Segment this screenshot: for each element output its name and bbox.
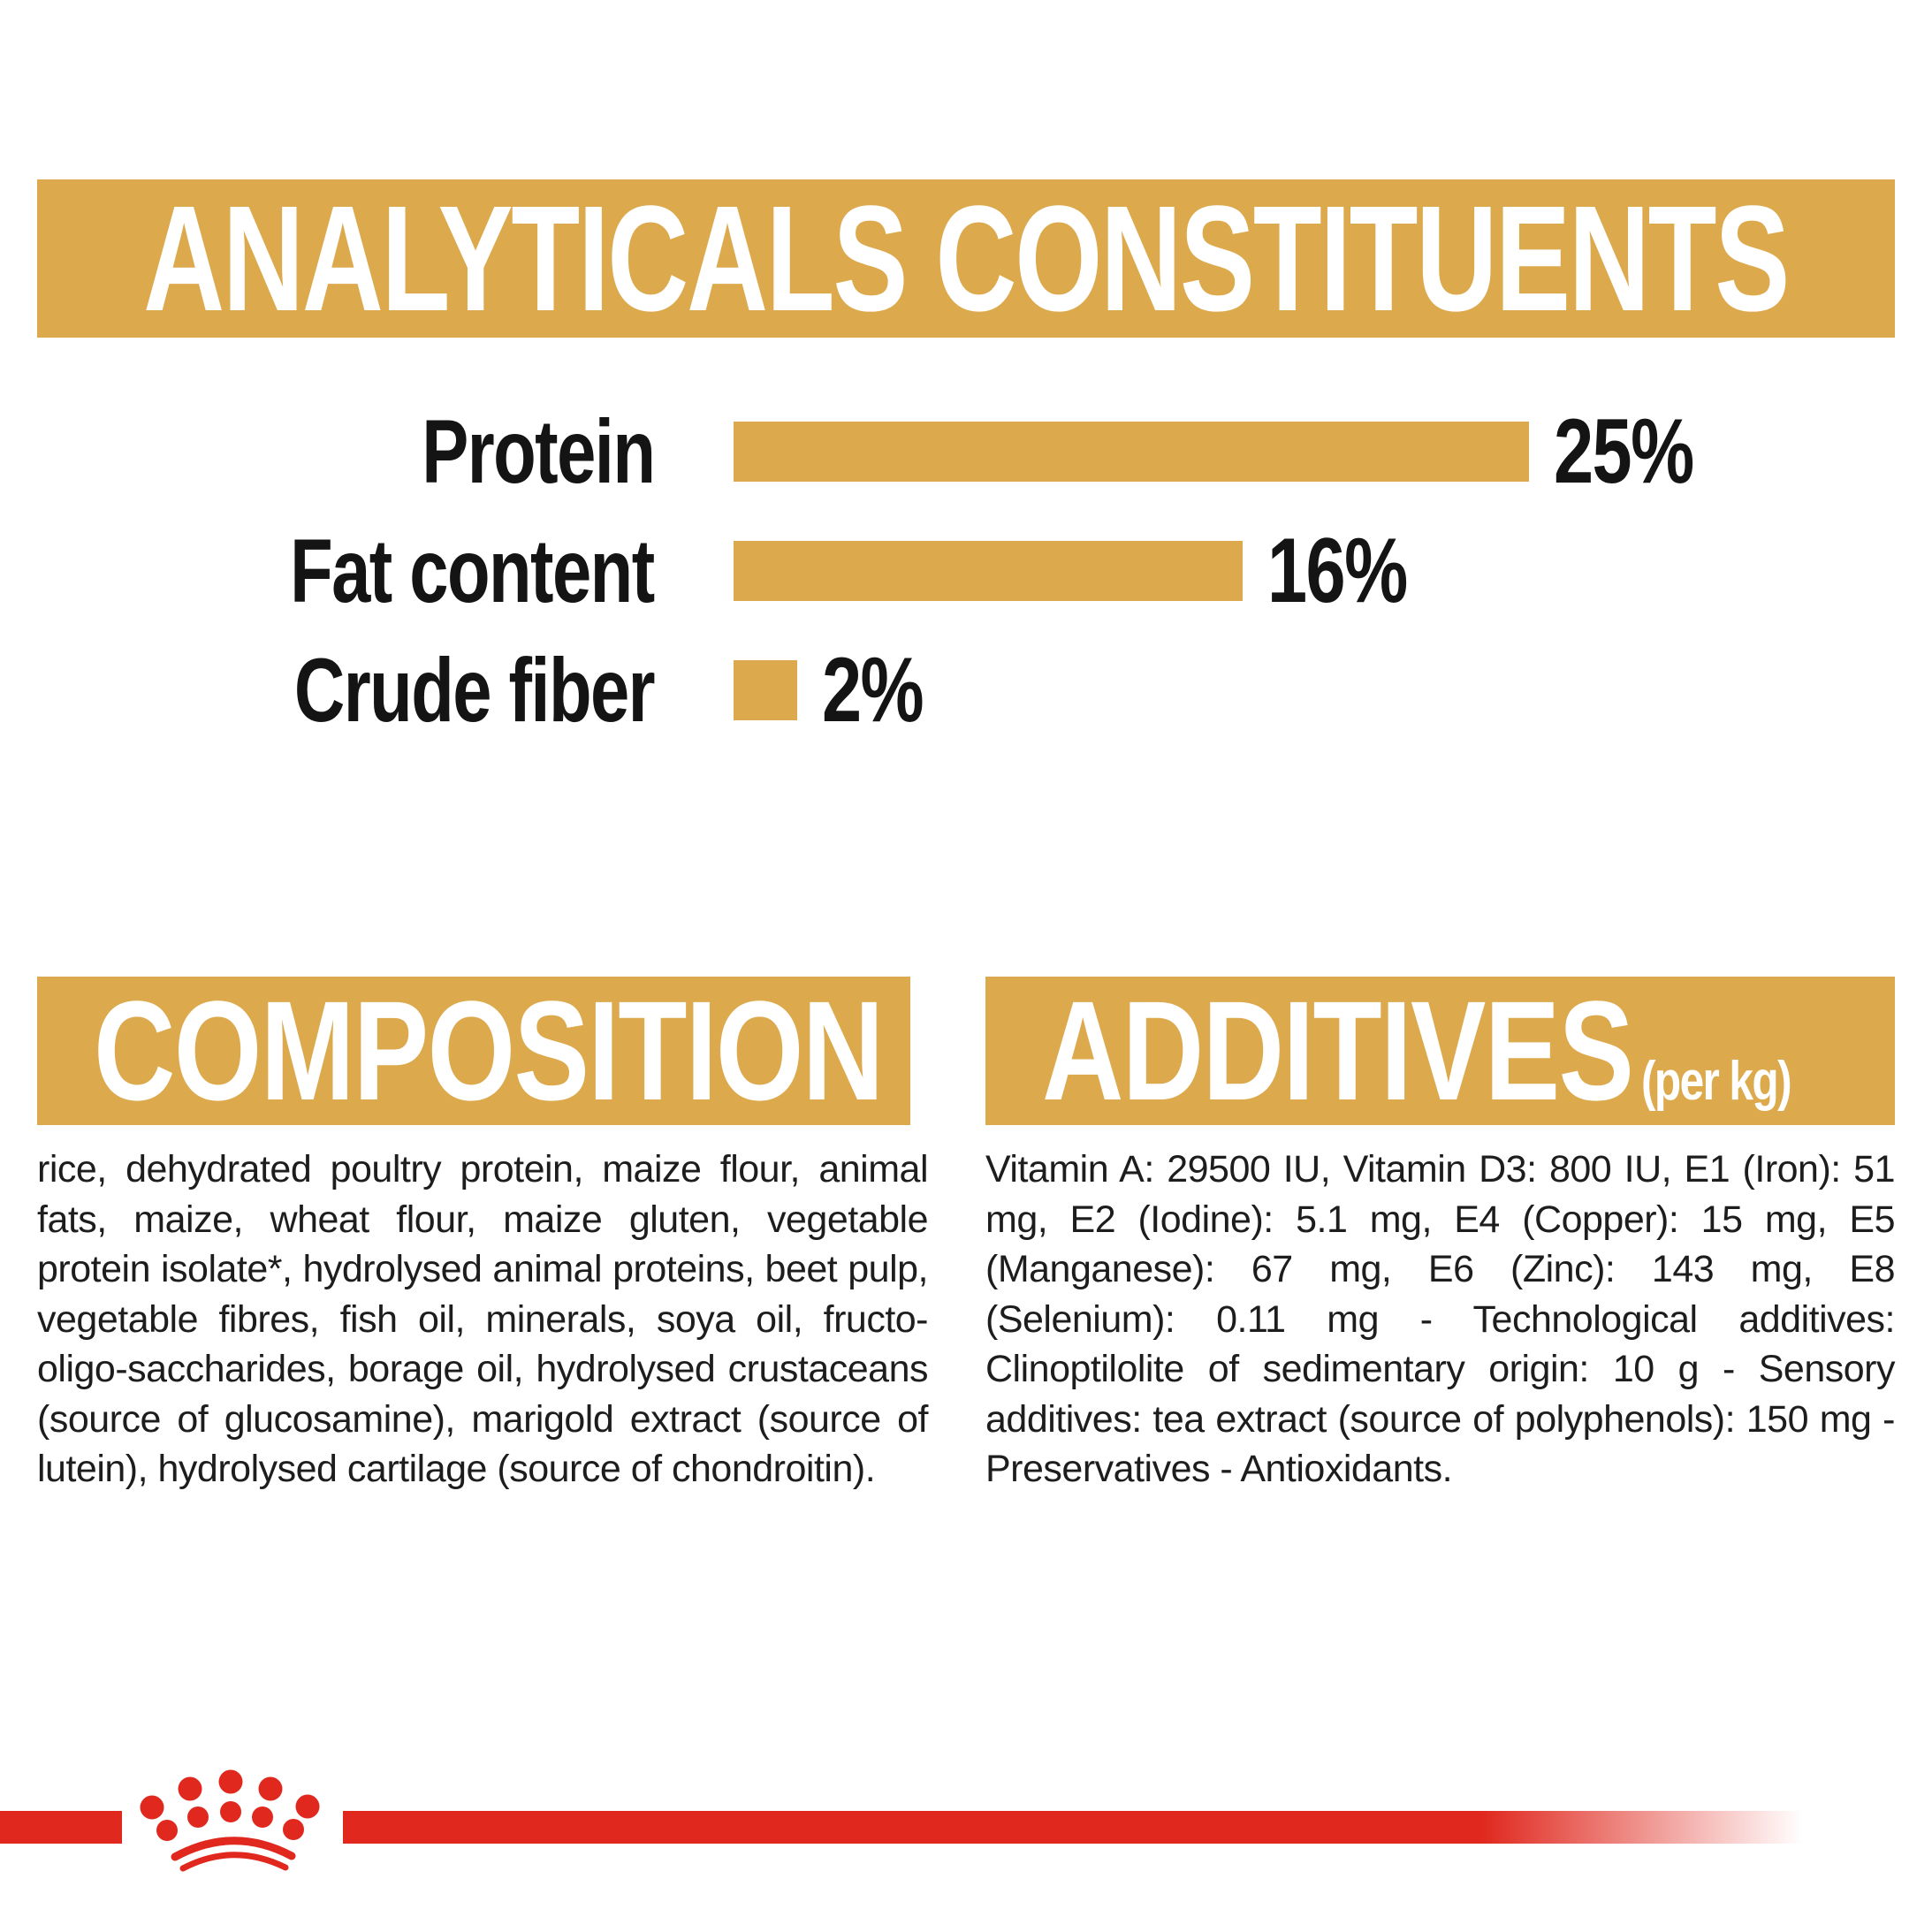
composition-body: rice, dehydrated poultry protein, maize … [37,1148,929,1490]
analyticals-banner: ANALYTICALS CONSTITUENTS [37,179,1895,338]
chart-row-crude-fiber: Crude fiber 2% [0,644,1932,736]
chart-bar-fat-content [734,541,1243,601]
royal-canin-crown-logo [140,1769,320,1872]
chart-value-fat-content: 16% [1267,520,1408,622]
additives-unit-suffix: (per kg) [1640,1051,1792,1112]
chart-value-protein: 25% [1554,400,1694,503]
chart-label-fat-content: Fat content [290,521,655,621]
red-divider-right-fading [343,1811,1803,1844]
chart-bar-protein [734,422,1529,482]
additives-heading: ADDITIVES (per kg) [1042,971,1792,1130]
chart-value-crude-fiber: 2% [822,639,924,742]
chart-row-protein: Protein 25% [0,406,1932,498]
chart-label-crude-fiber: Crude fiber [293,640,656,741]
chart-bar-crude-fiber [734,660,797,720]
additives-body: Vitamin A: 29500 IU, Vitamin D3: 800 IU,… [985,1148,1896,1490]
red-divider-left [0,1811,122,1844]
composition-banner: COMPOSITION [37,977,910,1125]
composition-heading: COMPOSITION [94,971,884,1130]
additives-banner: ADDITIVES (per kg) [985,977,1895,1125]
chart-row-fat-content: Fat content 16% [0,525,1932,617]
chart-label-protein: Protein [421,401,656,502]
analyticals-banner-title: ANALYTICALS CONSTITUENTS [143,174,1791,343]
